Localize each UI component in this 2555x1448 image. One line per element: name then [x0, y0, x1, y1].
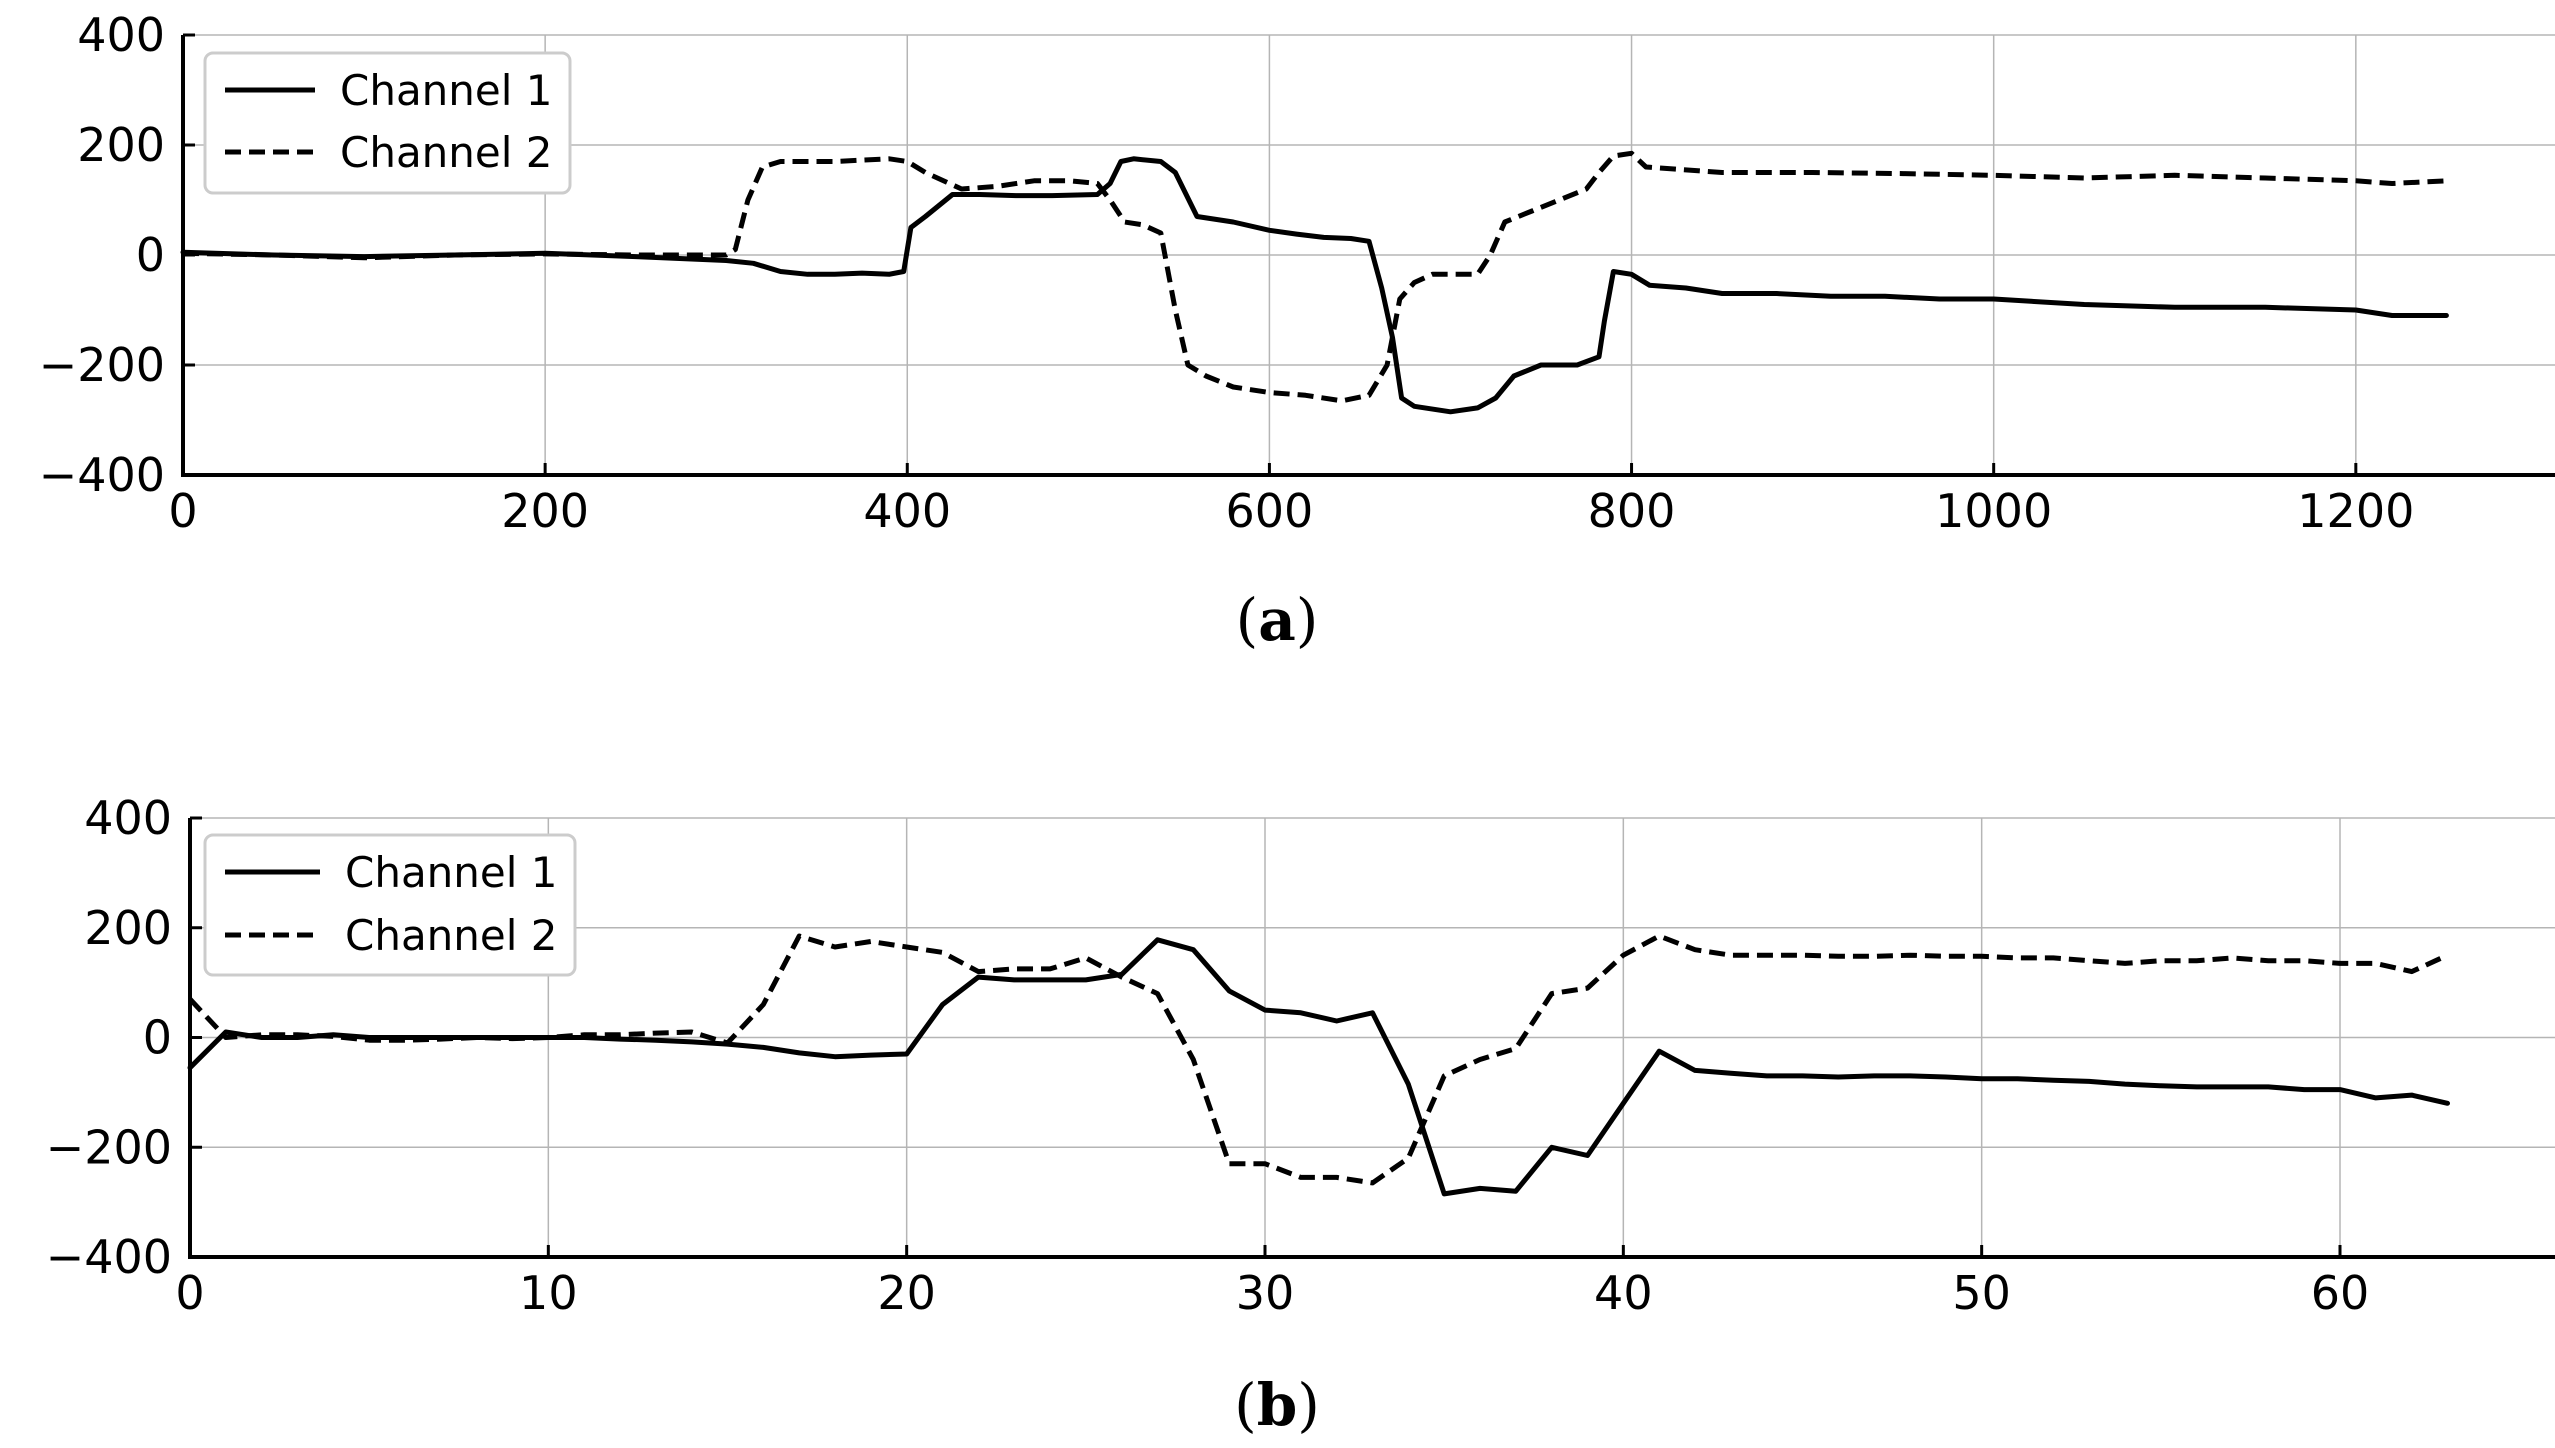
panel-b-grid — [190, 817, 2555, 1257]
x-tick-label: 60 — [2311, 1266, 2370, 1320]
panel-b-caption: (b) — [1234, 1371, 1320, 1439]
x-tick-label: 0 — [175, 1266, 204, 1320]
x-tick-label: 800 — [1588, 484, 1676, 538]
legend-label-channel-1: Channel 1 — [345, 848, 558, 897]
panel-b-lines — [187, 933, 2450, 1197]
series-line-1 — [180, 156, 2449, 415]
y-tick-label: 200 — [84, 901, 172, 955]
panel-a-ticks: 0 200 400 600 800 1000 1200 −400 −200 0 200 400 — [39, 8, 2415, 538]
y-tick-label: −200 — [39, 338, 165, 392]
x-tick-label: 600 — [1226, 484, 1314, 538]
x-tick-label: 30 — [1236, 1266, 1295, 1320]
series-line-1 — [187, 937, 2450, 1197]
y-tick-label: 0 — [143, 1011, 172, 1065]
legend-label-channel-2: Channel 2 — [345, 911, 558, 960]
series-line-2 — [182, 150, 2447, 404]
x-tick-label: 400 — [863, 484, 951, 538]
y-tick-label: 400 — [84, 791, 172, 845]
x-tick-label: 40 — [1594, 1266, 1653, 1320]
legend-label-channel-1: Channel 1 — [340, 66, 553, 115]
panel-b-ticks: 0 10 20 30 40 50 60 −400 −200 0 200 400 — [46, 791, 2370, 1320]
y-tick-label: 0 — [136, 228, 165, 282]
y-tick-label: −400 — [46, 1230, 172, 1284]
x-tick-label: 20 — [877, 1266, 936, 1320]
x-tick-label: 0 — [168, 484, 197, 538]
x-tick-label: 200 — [501, 484, 589, 538]
x-tick-label: 50 — [1952, 1266, 2011, 1320]
panel-b-legend: Channel 1 Channel 2 — [203, 833, 577, 977]
panel-a: 0 200 400 600 800 1000 1200 −400 −200 0 200 400 Cha… — [39, 8, 2555, 654]
panel-b: 0 10 20 30 40 50 60 −400 −200 0 200 400 Channel 1 C… — [46, 791, 2555, 1439]
y-tick-label: −200 — [46, 1120, 172, 1174]
x-tick-label: 10 — [519, 1266, 578, 1320]
y-tick-label: 400 — [77, 8, 165, 62]
legend-label-channel-2: Channel 2 — [340, 128, 553, 177]
panel-a-grid — [183, 34, 2555, 475]
y-tick-label: −400 — [39, 448, 165, 502]
y-tick-label: 200 — [77, 118, 165, 172]
panel-a-legend: Channel 1 Channel 2 — [203, 51, 572, 195]
series-line-2 — [188, 933, 2449, 1186]
panel-a-caption: (a) — [1236, 586, 1319, 654]
x-tick-label: 1200 — [2297, 484, 2414, 538]
x-tick-label: 1000 — [1935, 484, 2052, 538]
panel-a-lines — [180, 150, 2449, 415]
